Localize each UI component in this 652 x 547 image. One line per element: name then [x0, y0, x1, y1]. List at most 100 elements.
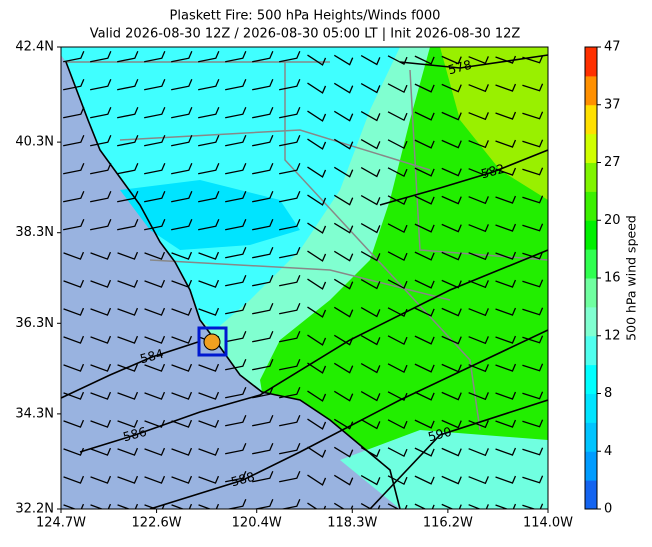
wind-barb	[495, 55, 517, 64]
colorbar-band	[585, 75, 597, 106]
wind-barb	[90, 251, 112, 260]
wind-barb	[279, 386, 301, 399]
wind-barb	[495, 167, 517, 176]
wind-barb	[225, 330, 247, 343]
wind-barb	[414, 335, 435, 345]
wind-barb	[171, 503, 193, 509]
wind-barb	[279, 358, 301, 371]
wind-barb	[198, 106, 220, 119]
wind-barb	[279, 218, 301, 231]
wind-barb	[171, 218, 193, 231]
colorbar-band	[585, 220, 597, 250]
wind-barb	[468, 168, 489, 177]
wind-barb	[522, 195, 544, 204]
coastline	[65, 61, 401, 509]
wind-barb	[63, 475, 85, 484]
colorbar-band	[585, 364, 597, 394]
wind-barb	[387, 335, 408, 346]
wind-barb	[117, 475, 139, 484]
wind-barb	[117, 106, 139, 119]
wind-barb	[225, 274, 247, 287]
wind-barb	[360, 447, 381, 458]
wind-barb	[307, 194, 327, 206]
wind-barb	[495, 139, 517, 148]
wind-barb	[414, 391, 435, 401]
y-tick-label: 36.3N	[15, 316, 54, 331]
wind-barb	[495, 111, 517, 120]
contour-line	[399, 54, 548, 69]
wind-barb	[171, 190, 193, 203]
contour-line	[369, 399, 548, 509]
wind-barb	[90, 78, 112, 91]
wind-barb	[360, 195, 381, 206]
wind-barb	[522, 391, 544, 400]
wind-barb	[307, 306, 327, 318]
wind-barb	[198, 447, 220, 456]
wind-barb	[307, 474, 327, 486]
wind-barb	[441, 83, 462, 93]
wind-barb	[387, 447, 408, 458]
wind-barb	[144, 162, 166, 175]
wind-barb	[495, 195, 517, 204]
wind-barb	[414, 55, 435, 65]
wind-barb	[522, 55, 544, 64]
wind-barb	[90, 279, 112, 288]
wind-barb	[307, 362, 327, 374]
wind-barb	[522, 251, 544, 260]
wind-barb	[414, 503, 435, 509]
wind-barb	[468, 420, 489, 429]
wind-barb	[414, 223, 435, 233]
wind-barb	[333, 110, 354, 122]
wind-barb	[387, 111, 408, 122]
wind-barb	[414, 195, 435, 205]
wind-barb	[117, 162, 139, 175]
contour-label: 586	[121, 424, 148, 445]
colorbar-tick-label: 27	[604, 155, 621, 170]
colorbar-tick-label: 12	[604, 328, 621, 343]
wind-barb	[171, 391, 193, 400]
wind-barb	[252, 134, 274, 147]
wind-barb	[522, 419, 544, 428]
y-tick-label: 34.3N	[15, 406, 54, 421]
wind-barb	[279, 442, 301, 455]
wind-barb	[198, 475, 220, 484]
wind-barb	[171, 106, 193, 119]
wind-barb	[198, 251, 220, 260]
wind-barb	[307, 54, 327, 66]
wind-barb	[63, 134, 85, 147]
colorbar-band	[585, 191, 597, 221]
wind-barb	[117, 279, 139, 288]
wind-barb	[441, 335, 462, 345]
wind-barb	[333, 250, 354, 262]
wind-barb	[90, 106, 112, 119]
wind-barb	[225, 218, 247, 231]
contour-line	[79, 249, 548, 453]
wind-barb	[414, 363, 435, 373]
wind-barb	[225, 414, 247, 427]
wind-barb	[307, 166, 327, 178]
wind-barb	[360, 83, 381, 94]
colorbar-band	[585, 162, 597, 192]
wind-barb	[333, 446, 354, 458]
wind-barb	[171, 363, 193, 372]
wind-barb	[63, 307, 85, 316]
wind-barb	[144, 50, 166, 63]
wind-barb	[441, 139, 462, 149]
wind-barb	[63, 279, 85, 288]
wind-barb	[252, 78, 274, 91]
wind-barb	[90, 134, 112, 147]
wind-barb	[414, 307, 435, 317]
wind-barb	[333, 502, 354, 509]
wind-barb	[63, 503, 85, 509]
wind-barb	[495, 223, 517, 232]
wind-barb	[441, 223, 462, 233]
y-tick-label: 40.3N	[15, 135, 54, 150]
wind-barb	[333, 474, 354, 486]
wind-barb	[90, 363, 112, 372]
colorbar-band	[585, 104, 597, 135]
colorbar-band	[585, 306, 597, 337]
wind-barb	[522, 223, 544, 232]
wind-barb	[441, 251, 462, 261]
wind-barb	[468, 280, 489, 289]
wind-barb	[117, 78, 139, 91]
